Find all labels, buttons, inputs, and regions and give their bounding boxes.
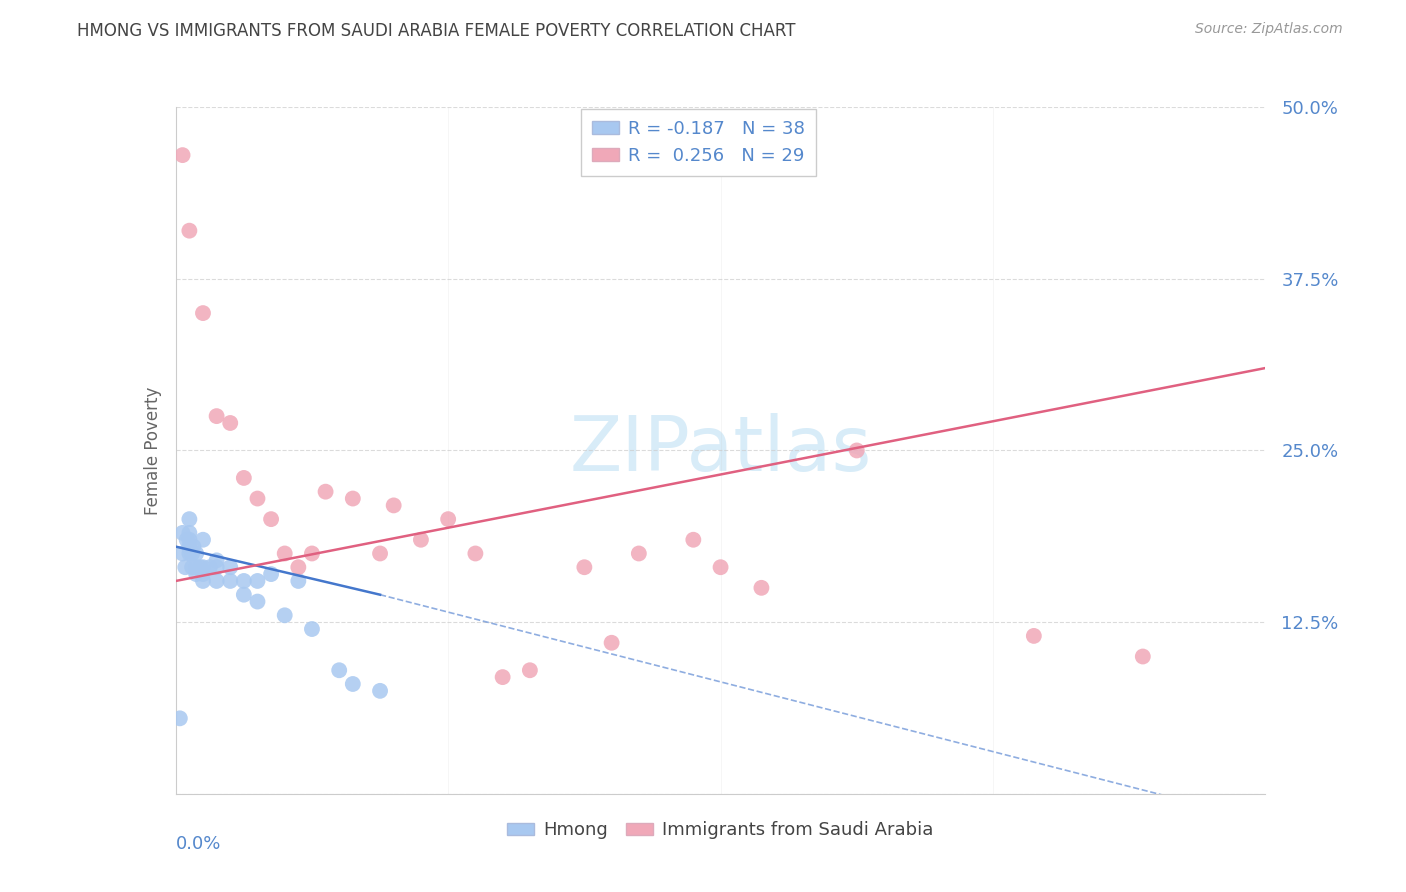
Point — [172, 546, 194, 561]
Point — [274, 546, 297, 561]
Point — [301, 546, 323, 561]
Point — [191, 560, 214, 574]
Point — [246, 594, 269, 608]
Point — [179, 546, 201, 561]
Point — [172, 525, 194, 540]
Point — [191, 574, 214, 588]
Point — [205, 574, 228, 588]
Point — [232, 574, 254, 588]
Y-axis label: Female Poverty: Female Poverty — [143, 386, 162, 515]
Point — [219, 574, 242, 588]
Legend: Hmong, Immigrants from Saudi Arabia: Hmong, Immigrants from Saudi Arabia — [501, 814, 941, 847]
Point — [219, 560, 242, 574]
Point — [437, 512, 460, 526]
Point — [181, 560, 204, 574]
Point — [519, 663, 541, 677]
Point — [179, 525, 201, 540]
Text: HMONG VS IMMIGRANTS FROM SAUDI ARABIA FEMALE POVERTY CORRELATION CHART: HMONG VS IMMIGRANTS FROM SAUDI ARABIA FE… — [77, 22, 796, 40]
Point — [287, 574, 309, 588]
Point — [342, 677, 364, 691]
Point — [382, 499, 405, 513]
Point — [191, 533, 214, 547]
Point — [464, 546, 486, 561]
Point — [186, 546, 208, 561]
Point — [342, 491, 364, 506]
Point — [232, 471, 254, 485]
Point — [186, 567, 208, 582]
Point — [179, 224, 201, 238]
Point — [301, 622, 323, 636]
Point — [191, 567, 214, 582]
Point — [179, 540, 201, 554]
Point — [246, 491, 269, 506]
Point — [492, 670, 515, 684]
Text: Source: ZipAtlas.com: Source: ZipAtlas.com — [1195, 22, 1343, 37]
Point — [186, 560, 208, 574]
Point — [682, 533, 704, 547]
Point — [274, 608, 297, 623]
Point — [287, 560, 309, 574]
Point — [205, 409, 228, 423]
Point — [328, 663, 350, 677]
Point — [260, 567, 283, 582]
Point — [1132, 649, 1154, 664]
Point — [205, 560, 228, 574]
Point — [232, 588, 254, 602]
Point — [188, 560, 211, 574]
Point — [409, 533, 432, 547]
Point — [845, 443, 868, 458]
Point — [246, 574, 269, 588]
Point — [219, 416, 242, 430]
Point — [368, 683, 391, 698]
Point — [176, 533, 198, 547]
Point — [179, 533, 201, 547]
Point — [205, 553, 228, 567]
Point — [183, 540, 205, 554]
Point — [174, 560, 197, 574]
Point — [751, 581, 773, 595]
Point — [710, 560, 733, 574]
Point — [260, 512, 283, 526]
Point — [191, 306, 214, 320]
Point — [315, 484, 337, 499]
Text: ZIPatlas: ZIPatlas — [569, 414, 872, 487]
Point — [600, 636, 623, 650]
Point — [627, 546, 650, 561]
Point — [172, 148, 194, 162]
Point — [198, 560, 221, 574]
Point — [574, 560, 596, 574]
Point — [368, 546, 391, 561]
Text: 0.0%: 0.0% — [176, 835, 221, 853]
Point — [169, 711, 191, 725]
Point — [179, 512, 201, 526]
Point — [1022, 629, 1045, 643]
Point — [181, 546, 204, 561]
